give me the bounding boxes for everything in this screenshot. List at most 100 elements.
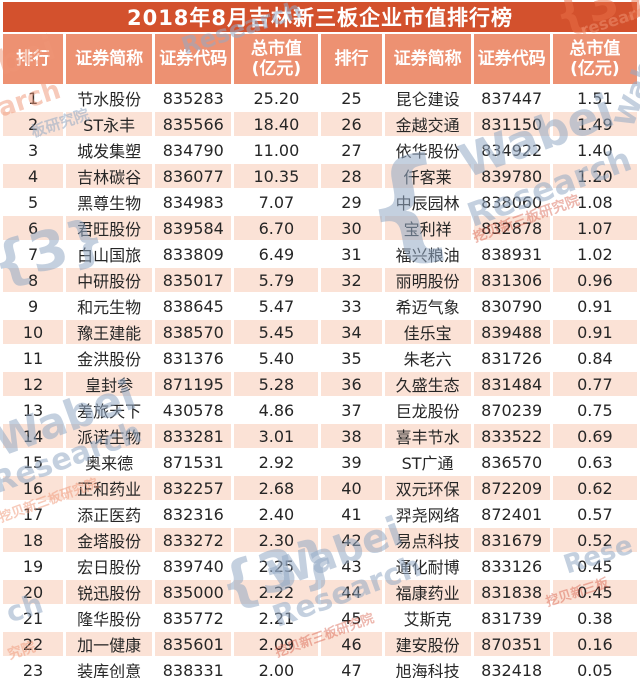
name-cell: 黑尊生物 [66, 190, 153, 214]
name-cell: 朱老六 [384, 346, 471, 370]
code-cell: 838331 [155, 658, 232, 678]
name-cell: 白山国旅 [66, 242, 153, 266]
name-cell: 奥来德 [66, 450, 153, 474]
value-cell: 2.09 [234, 632, 319, 656]
rank-cell: 9 [3, 294, 64, 318]
value-cell: 0.57 [552, 502, 637, 526]
value-cell: 0.69 [552, 424, 637, 448]
rank-cell: 29 [321, 190, 382, 214]
rank-cell: 23 [3, 658, 64, 678]
code-cell: 838645 [155, 294, 232, 318]
code-cell: 837447 [473, 86, 550, 110]
rank-cell: 3 [3, 138, 64, 162]
value-cell: 11.00 [234, 138, 319, 162]
code-cell: 835601 [155, 632, 232, 656]
value-cell: 6.49 [234, 242, 319, 266]
rank-cell: 33 [321, 294, 382, 318]
code-cell: 838060 [473, 190, 550, 214]
code-cell: 838931 [473, 242, 550, 266]
value-cell: 5.45 [234, 320, 319, 344]
col-header-rank: 排行 [321, 34, 382, 84]
rank-cell: 19 [3, 554, 64, 578]
name-cell: 昆仑建设 [384, 86, 471, 110]
name-cell: 双元环保 [384, 476, 471, 500]
name-cell: 君旺股份 [66, 216, 153, 240]
table-row: 14 派诺生物 833281 3.01 38 喜丰节水 833522 0.69 [3, 424, 637, 448]
rank-cell: 40 [321, 476, 382, 500]
code-cell: 831484 [473, 372, 550, 396]
code-cell: 831306 [473, 268, 550, 292]
value-cell: 0.05 [552, 658, 637, 678]
value-cell: 2.40 [234, 502, 319, 526]
value-cell: 1.08 [552, 190, 637, 214]
code-cell: 835566 [155, 112, 232, 136]
table-body: 1 节水股份 835283 25.20 25 昆仑建设 837447 1.51 2 ST永丰 835… [3, 86, 637, 678]
name-cell: 宏日股份 [66, 554, 153, 578]
name-cell: 皇封参 [66, 372, 153, 396]
rank-cell: 45 [321, 606, 382, 630]
rank-cell: 47 [321, 658, 382, 678]
value-cell: 5.28 [234, 372, 319, 396]
value-cell: 0.63 [552, 450, 637, 474]
code-cell: 832257 [155, 476, 232, 500]
rank-cell: 30 [321, 216, 382, 240]
name-cell: 喜丰节水 [384, 424, 471, 448]
code-cell: 870351 [473, 632, 550, 656]
name-cell: 吉林碳谷 [66, 164, 153, 188]
name-cell: 巨龙股份 [384, 398, 471, 422]
code-cell: 834983 [155, 190, 232, 214]
rank-cell: 17 [3, 502, 64, 526]
value-cell: 1.51 [552, 86, 637, 110]
rank-cell: 42 [321, 528, 382, 552]
rank-cell: 21 [3, 606, 64, 630]
value-cell: 1.40 [552, 138, 637, 162]
rank-cell: 18 [3, 528, 64, 552]
rank-cell: 4 [3, 164, 64, 188]
code-cell: 831726 [473, 346, 550, 370]
table-row: 7 白山国旅 833809 6.49 31 福兴粮油 838931 1.02 [3, 242, 637, 266]
name-cell: 金洪股份 [66, 346, 153, 370]
code-cell: 833272 [155, 528, 232, 552]
name-cell: 建安股份 [384, 632, 471, 656]
col-header-name: 证券简称 [384, 34, 471, 84]
table-row: 6 君旺股份 839584 6.70 30 宝利祥 832878 1.07 [3, 216, 637, 240]
name-cell: 隆华股份 [66, 606, 153, 630]
code-cell: 832418 [473, 658, 550, 678]
name-cell: 金塔股份 [66, 528, 153, 552]
rank-cell: 25 [321, 86, 382, 110]
rank-cell: 14 [3, 424, 64, 448]
code-cell: 872401 [473, 502, 550, 526]
code-cell: 831376 [155, 346, 232, 370]
value-cell: 2.92 [234, 450, 319, 474]
name-cell: 锐迅股份 [66, 580, 153, 604]
code-cell: 830790 [473, 294, 550, 318]
rank-cell: 26 [321, 112, 382, 136]
table-row: 4 吉林碳谷 836077 10.35 28 仟客莱 839780 1.20 [3, 164, 637, 188]
value-cell: 0.77 [552, 372, 637, 396]
value-cell: 1.20 [552, 164, 637, 188]
rank-cell: 1 [3, 86, 64, 110]
code-cell: 835283 [155, 86, 232, 110]
rank-cell: 12 [3, 372, 64, 396]
name-cell: 旭海科技 [384, 658, 471, 678]
rank-cell: 43 [321, 554, 382, 578]
value-cell: 3.01 [234, 424, 319, 448]
value-cell: 0.91 [552, 320, 637, 344]
rank-cell: 34 [321, 320, 382, 344]
col-header-value: 总市值 (亿元) [234, 34, 319, 84]
rank-cell: 31 [321, 242, 382, 266]
table-row: 17 添正医药 832316 2.40 41 羿尧网络 872401 0.57 [3, 502, 637, 526]
value-cell: 6.70 [234, 216, 319, 240]
value-cell: 0.52 [552, 528, 637, 552]
table-row: 15 奥来德 871531 2.92 39 ST广通 836570 0.63 [3, 450, 637, 474]
col-header-rank: 排行 [3, 34, 64, 84]
rank-cell: 22 [3, 632, 64, 656]
value-cell: 5.40 [234, 346, 319, 370]
table-row: 16 正和药业 832257 2.68 40 双元环保 872209 0.62 [3, 476, 637, 500]
rank-cell: 20 [3, 580, 64, 604]
code-cell: 831739 [473, 606, 550, 630]
rank-cell: 38 [321, 424, 382, 448]
code-cell: 872209 [473, 476, 550, 500]
code-cell: 836570 [473, 450, 550, 474]
